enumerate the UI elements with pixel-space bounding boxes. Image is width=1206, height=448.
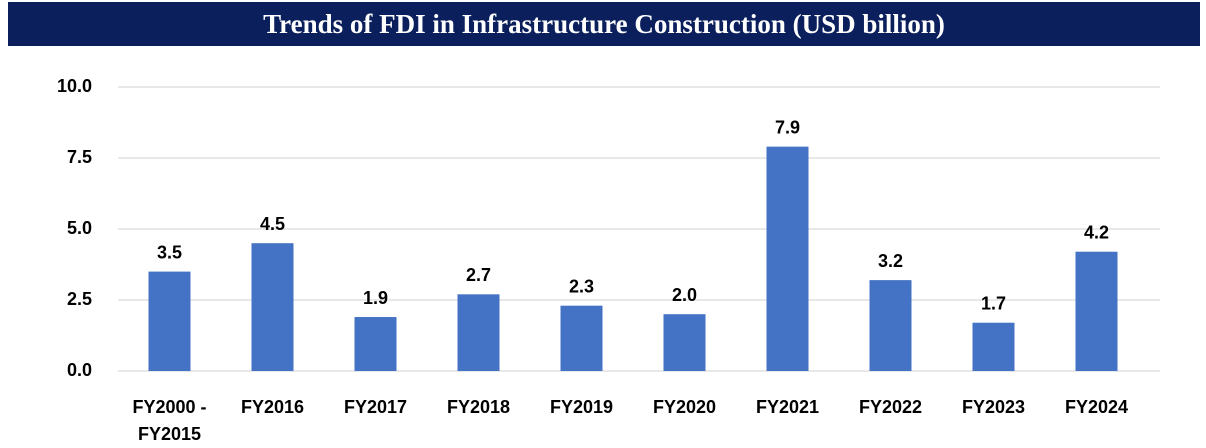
bar [766, 146, 809, 371]
data-label: 3.5 [157, 242, 182, 262]
data-label: 1.7 [981, 293, 1006, 313]
bar [251, 243, 294, 371]
y-tick-label: 5.0 [67, 218, 92, 238]
x-tick-label: FY2019 [549, 397, 614, 417]
x-tick-label: FY2016 [240, 397, 305, 417]
bar [869, 280, 912, 371]
bar [354, 317, 397, 371]
y-tick-label: 2.5 [67, 289, 92, 309]
bar [560, 305, 603, 371]
data-label: 7.9 [775, 117, 800, 137]
y-tick-label: 10.0 [57, 76, 92, 96]
y-tick-label: 7.5 [67, 147, 92, 167]
x-tick-label: FY2020 [652, 397, 717, 417]
x-tick-label: FY2021 [755, 397, 820, 417]
bar [457, 294, 500, 371]
bar [1075, 251, 1118, 371]
data-label: 4.2 [1084, 222, 1109, 242]
x-tick-label: FY2023 [961, 397, 1026, 417]
x-tick-label: FY2018 [446, 397, 511, 417]
x-tick-label: FY2017 [343, 397, 408, 417]
bar [663, 314, 706, 371]
bar [148, 271, 191, 371]
data-label: 2.0 [672, 285, 697, 305]
data-label: 2.3 [569, 276, 594, 296]
data-label: 2.7 [466, 265, 491, 285]
data-label: 4.5 [260, 214, 285, 234]
title-banner [8, 2, 1200, 46]
x-tick-label: FY2024 [1064, 397, 1129, 417]
data-label: 3.2 [878, 251, 903, 271]
bar [972, 322, 1015, 371]
chart-title: Trends of FDI in Infrastructure Construc… [263, 9, 945, 39]
x-tick-label: FY2022 [858, 397, 923, 417]
y-tick-label: 0.0 [67, 360, 92, 380]
x-tick-label: FY2000 - FY2015 [132, 397, 207, 444]
data-label: 1.9 [363, 288, 388, 308]
